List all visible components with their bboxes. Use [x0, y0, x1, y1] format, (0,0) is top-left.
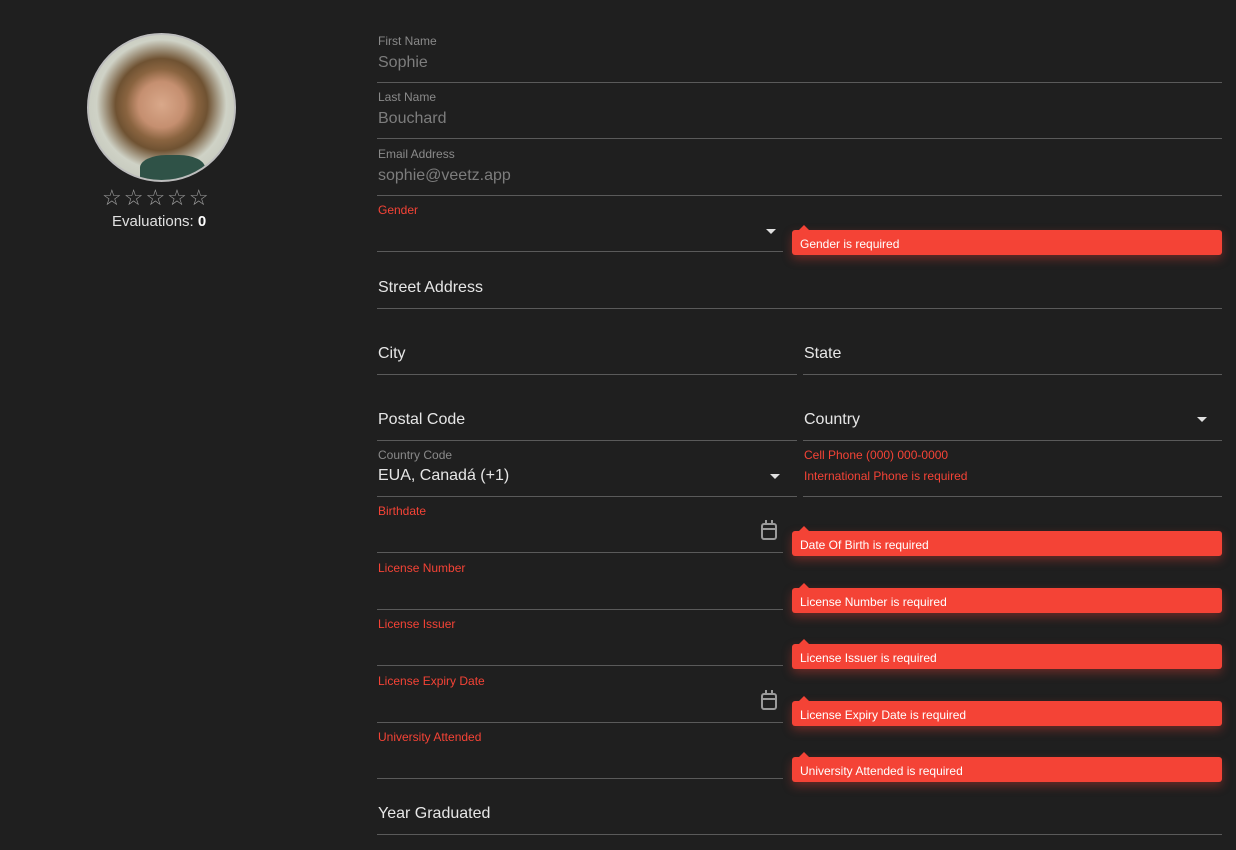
rating-stars: ☆☆☆☆☆: [102, 185, 211, 210]
avatar-photo: [139, 155, 205, 180]
state-placeholder: State: [804, 345, 842, 362]
last-name-value: Bouchard: [378, 110, 447, 127]
first-name-value: Sophie: [378, 54, 428, 71]
first-name-label: First Name: [378, 34, 437, 48]
license-issuer-label: License Issuer: [378, 617, 456, 631]
evaluations-value: 0: [197, 213, 207, 230]
license-number-error-tooltip: License Number is required: [792, 583, 1222, 613]
birthdate-input[interactable]: Birthdate: [377, 500, 783, 553]
calendar-icon[interactable]: [761, 520, 777, 540]
street-address-input[interactable]: Street Address: [377, 270, 1222, 309]
country-placeholder: Country: [804, 411, 861, 428]
gender-label: Gender: [378, 203, 419, 217]
postal-code-input[interactable]: Postal Code: [377, 402, 797, 441]
country-code-select[interactable]: Country Code EUA, Canadá (+1): [377, 444, 797, 497]
last-name-label: Last Name: [378, 90, 437, 104]
cell-phone-input[interactable]: Cell Phone (000) 000-0000 International …: [803, 444, 1222, 497]
birthdate-label: Birthdate: [378, 504, 427, 518]
country-code-label: Country Code: [378, 448, 453, 462]
license-issuer-input[interactable]: License Issuer: [377, 613, 783, 666]
license-number-input[interactable]: License Number: [377, 557, 783, 610]
cell-phone-error: International Phone is required: [804, 469, 968, 483]
license-issuer-error-tooltip: License Issuer is required: [792, 639, 1222, 669]
license-expiry-input[interactable]: License Expiry Date: [377, 670, 783, 723]
year-graduated-placeholder: Year Graduated: [378, 805, 491, 822]
gender-select[interactable]: Gender: [377, 199, 783, 252]
country-select[interactable]: Country: [803, 402, 1222, 441]
cell-phone-label: Cell Phone (000) 000-0000: [804, 448, 949, 462]
chevron-down-icon[interactable]: [766, 229, 776, 234]
city-placeholder: City: [378, 345, 406, 362]
chevron-down-icon[interactable]: [770, 474, 780, 479]
email-field[interactable]: Email Address sophie@veetz.app: [377, 143, 1222, 196]
avatar[interactable]: [87, 33, 236, 182]
calendar-icon[interactable]: [761, 690, 777, 710]
birthdate-error-tooltip: Date Of Birth is required: [792, 526, 1222, 556]
year-graduated-input[interactable]: Year Graduated: [377, 796, 1222, 835]
university-error-tooltip: University Attended is required: [792, 752, 1222, 782]
university-input[interactable]: University Attended: [377, 726, 783, 779]
university-label: University Attended: [378, 730, 482, 744]
license-number-label: License Number: [378, 561, 466, 575]
evaluations-label: Evaluations:: [112, 213, 194, 230]
chevron-down-icon[interactable]: [1197, 417, 1207, 422]
license-expiry-label: License Expiry Date: [378, 674, 485, 688]
state-input[interactable]: State: [803, 336, 1222, 375]
evaluations-count: Evaluations: 0: [112, 213, 206, 230]
license-expiry-error-tooltip: License Expiry Date is required: [792, 696, 1222, 726]
email-value: sophie@veetz.app: [378, 167, 511, 184]
street-address-placeholder: Street Address: [378, 279, 483, 296]
last-name-field[interactable]: Last Name Bouchard: [377, 86, 1222, 139]
first-name-field[interactable]: First Name Sophie: [377, 30, 1222, 83]
email-label: Email Address: [378, 147, 455, 161]
city-input[interactable]: City: [377, 336, 797, 375]
country-code-value: EUA, Canadá (+1): [378, 467, 510, 484]
gender-error-tooltip: Gender is required: [792, 225, 1222, 255]
postal-code-placeholder: Postal Code: [378, 411, 466, 428]
